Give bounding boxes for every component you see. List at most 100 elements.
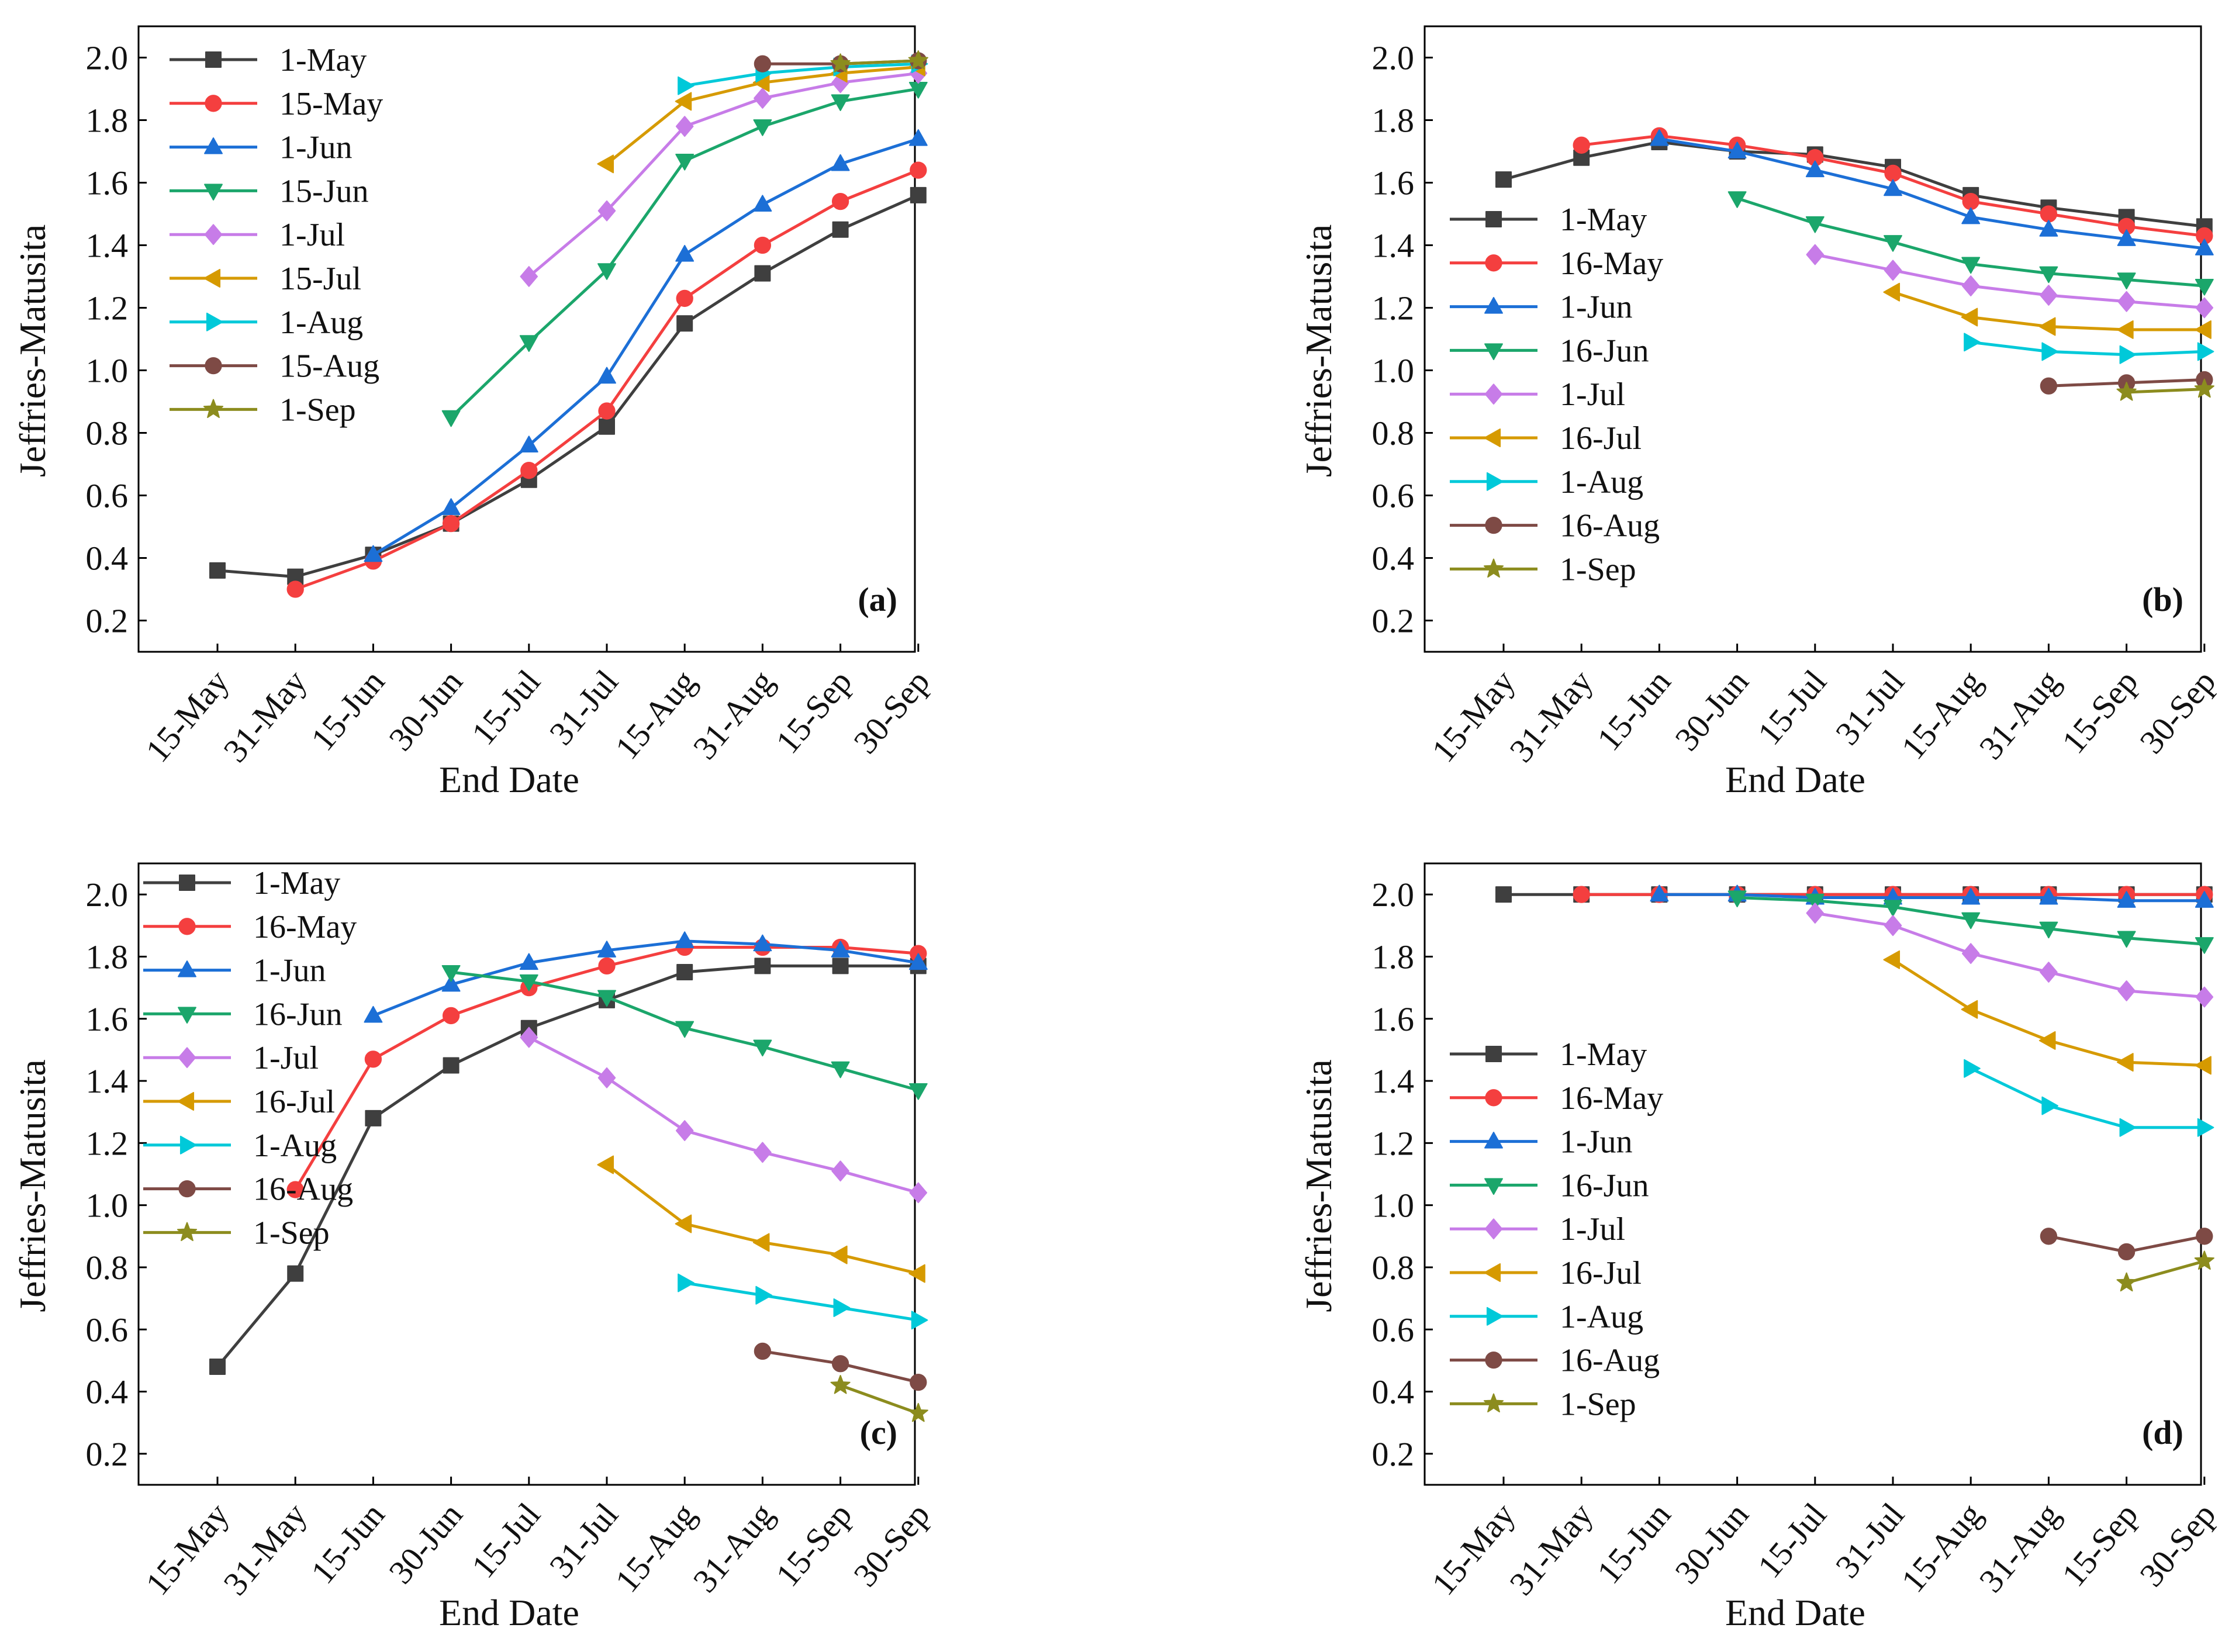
x-tick-label: 15-Sep [768,1496,859,1594]
y-tick-label: 0.4 [1372,1373,1415,1411]
series-1-jun [364,129,928,562]
x-tick-label: 15-Jul [464,1496,548,1585]
data-point [831,941,850,958]
series-line-1-jun [1659,893,2205,903]
data-point [1495,886,1512,903]
legend-marker [178,960,196,977]
data-point [2039,887,2058,905]
y-tick-label: 0.8 [1372,414,1415,452]
y-tick-label: 1.2 [1372,289,1415,327]
data-point [831,1061,850,1079]
data-point [2197,1118,2214,1137]
legend-label: 1-Jul [1560,1211,1625,1247]
data-point [1961,943,1980,965]
legend: 1-May 15-May 1-Jun 15-Jun 1-Jul 15-Jul 1-Aug 15… [170,42,383,428]
panel-d: 0.2 0.4 0.6 0.8 1.0 1.2 1.4 1.6 1.8 2.0 15-May31-M… [1298,862,2223,1633]
y-axis-title: Jeffries-Matusita [12,224,53,477]
legend-label: 1-Aug [1560,1299,1643,1335]
legend-marker [179,875,195,891]
data-point [287,568,304,585]
legend-label: 16-May [253,909,357,945]
data-point [1727,191,1747,208]
data-point [2195,320,2212,339]
data-point [1884,260,1902,281]
legend-marker [1486,472,1504,491]
data-point [1650,129,1669,146]
data-point [753,195,772,212]
x-tick-label: 30-Jun [1667,1496,1756,1591]
data-point [365,1110,382,1126]
data-point [1883,950,1901,969]
legend-label: 1-May [1560,202,1647,238]
data-point [441,965,461,982]
data-point [831,94,850,111]
legend-marker [205,51,222,68]
data-point [910,186,927,203]
y-tick-label: 1.8 [86,102,129,140]
data-point [2040,285,2058,306]
data-point [908,1083,928,1100]
data-point [598,402,616,420]
data-point [364,1050,382,1068]
series-1-sep [2116,378,2214,401]
x-tick-label: 30-Jun [381,663,469,758]
series-line-1-jun [372,137,919,557]
data-point [831,192,849,210]
legend-label: 1-Sep [279,392,356,428]
x-tick-label: 30-Jun [1667,663,1756,758]
data-point [2117,320,2134,339]
legend-marker [178,1180,196,1198]
data-point [754,55,772,72]
x-tick-label: 30-Sep [846,663,937,761]
legend-marker [1485,516,1502,534]
legend-marker [203,399,224,419]
data-point [1805,216,1825,233]
series-16-jun [1727,191,2214,296]
y-tick-label: 0.8 [86,1249,129,1287]
data-point [1961,307,1978,327]
series-15-jun [441,81,928,427]
y-tick-label: 1.2 [1372,1124,1415,1162]
series-1-jul [1806,903,2214,1008]
data-point [364,545,383,562]
data-point [908,50,928,70]
data-point [441,498,461,515]
series-line-1-aug [684,62,918,88]
data-point [597,1155,614,1174]
panel-tag: (b) [2142,580,2183,618]
data-point [2195,891,2214,908]
legend-marker [1484,1218,1503,1240]
y-tick-label: 0.8 [1372,1249,1415,1287]
data-point [831,1245,848,1264]
x-tick-label: 15-Aug [1894,1496,1989,1600]
legend-label: 16-Jul [253,1084,335,1120]
data-point [2039,921,2058,939]
legend-marker [177,1222,198,1242]
panel-tag: (d) [2142,1413,2183,1451]
x-tick-label: 15-Sep [2054,1496,2145,1594]
x-tick-label: 30-Sep [2132,1496,2223,1594]
data-point [441,974,461,992]
plot-frame [137,25,916,653]
legend-marker [1484,297,1503,314]
data-point [597,1067,616,1088]
data-point [519,436,538,452]
data-point [676,315,693,332]
data-point [1964,1059,1981,1078]
legend-label: 1-May [1560,1036,1647,1073]
data-point [754,1142,772,1163]
y-tick-label: 1.8 [1372,938,1415,976]
data-point [2038,317,2056,336]
series-line-1-aug [1970,1067,2205,1129]
data-point [519,974,538,991]
data-point [754,1342,772,1360]
x-tick-label: 30-Sep [846,1496,937,1594]
legend-marker [204,224,223,246]
x-tick-label: 15-Jun [1590,1496,1678,1591]
series-16-jul [1883,950,2212,1075]
data-point [209,1359,226,1375]
data-point [520,1027,538,1048]
legend-label: 16-May [1560,246,1663,282]
x-tick-label: 30-Jun [381,1496,469,1591]
data-point [597,263,616,280]
